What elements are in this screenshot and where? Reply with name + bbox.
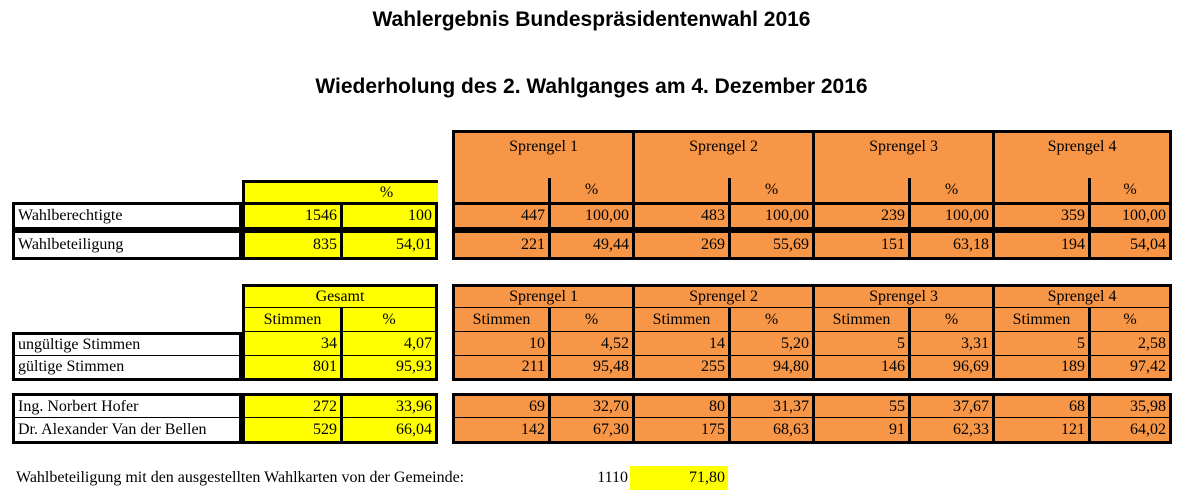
gesamt-count: 1546 (242, 202, 340, 230)
sprengel-2-percent: 31,37 (728, 393, 812, 418)
sprengel-2-count: 80 (632, 393, 728, 418)
row-label-candidate-hofer: Ing. Norbert Hofer (12, 393, 242, 418)
sprengel-1-stimmen-header: Stimmen (452, 308, 548, 332)
sprengel-4-percent: 2,58 (1088, 332, 1172, 356)
sprengel-1-percent-header: % (548, 308, 632, 332)
sprengel-3-percent: 3,31 (908, 332, 992, 356)
sprengel-3-count: 55 (812, 393, 908, 418)
sprengel-1-blank-header (452, 178, 548, 202)
gesamt-percent-header: % (242, 180, 438, 202)
sprengel-3-percent-header: % (908, 178, 992, 202)
sprengel-1-percent-header: % (548, 178, 632, 202)
sprengel-1-count: 10 (452, 332, 548, 356)
sprengel-3-percent: 100,00 (908, 202, 992, 230)
gesamt-stimmen-header: Stimmen (242, 308, 340, 332)
sprengel-header-2: Sprengel 2 (632, 130, 812, 178)
sprengel-2-percent-header: % (728, 308, 812, 332)
sprengel-header-1: Sprengel 1 (452, 284, 632, 308)
gesamt-header: Gesamt (242, 284, 438, 308)
gesamt-percent: 4,07 (340, 332, 438, 356)
page-title: Wahlergebnis Bundespräsidentenwahl 2016 (372, 8, 811, 31)
sprengel-2-percent: 55,69 (728, 230, 812, 260)
gesamt-percent: 95,93 (340, 356, 438, 381)
gesamt-percent: 66,04 (340, 418, 438, 444)
sprengel-2-count: 175 (632, 418, 728, 444)
row-label-wahlbeteiligung: Wahlbeteiligung (12, 230, 242, 260)
sprengel-4-percent: 35,98 (1088, 393, 1172, 418)
sprengel-1-count: 69 (452, 393, 548, 418)
gesamt-percent: 54,01 (340, 230, 438, 260)
sprengel-4-stimmen-header: Stimmen (992, 308, 1088, 332)
sprengel-1-percent: 4,52 (548, 332, 632, 356)
sprengel-4-percent: 64,02 (1088, 418, 1172, 444)
sprengel-3-stimmen-header: Stimmen (812, 308, 908, 332)
row-label-candidate-van-der-bellen: Dr. Alexander Van der Bellen (12, 418, 242, 444)
sprengel-3-percent: 62,33 (908, 418, 992, 444)
footer-wahlkarten-count: 1110 (597, 469, 628, 486)
footer-label: Wahlbeteiligung mit den ausgestellten Wa… (16, 469, 465, 486)
row-label-gueltige-stimmen: gültige Stimmen (12, 356, 242, 381)
sprengel-3-count: 239 (812, 202, 908, 230)
sprengel-1-percent: 32,70 (548, 393, 632, 418)
sprengel-2-percent: 94,80 (728, 356, 812, 381)
sprengel-1-percent: 67,30 (548, 418, 632, 444)
sprengel-4-percent: 100,00 (1088, 202, 1172, 230)
row-label-wahlberechtigte: Wahlberechtigte (12, 202, 242, 230)
sprengel-4-percent-header: % (1088, 308, 1172, 332)
sprengel-4-count: 5 (992, 332, 1088, 356)
sprengel-3-count: 5 (812, 332, 908, 356)
sprengel-4-count: 68 (992, 393, 1088, 418)
gesamt-count: 272 (242, 393, 340, 418)
sprengel-2-blank-header (632, 178, 728, 202)
sprengel-1-percent: 100,00 (548, 202, 632, 230)
gesamt-count: 34 (242, 332, 340, 356)
sprengel-2-percent: 100,00 (728, 202, 812, 230)
sprengel-header-3: Sprengel 3 (812, 130, 992, 178)
gesamt-count: 835 (242, 230, 340, 260)
sprengel-3-percent: 63,18 (908, 230, 992, 260)
sprengel-3-percent: 37,67 (908, 393, 992, 418)
sprengel-1-count: 142 (452, 418, 548, 444)
sprengel-4-blank-header (992, 178, 1088, 202)
sprengel-4-count: 359 (992, 202, 1088, 230)
sprengel-4-percent-header: % (1088, 178, 1172, 202)
sprengel-3-blank-header (812, 178, 908, 202)
sprengel-2-count: 14 (632, 332, 728, 356)
sprengel-3-percent-header: % (908, 308, 992, 332)
gesamt-count: 529 (242, 418, 340, 444)
page-subtitle: Wiederholung des 2. Wahlganges am 4. Dez… (315, 75, 868, 98)
sprengel-2-percent: 68,63 (728, 418, 812, 444)
sprengel-4-percent: 54,04 (1088, 230, 1172, 260)
sprengel-3-count: 146 (812, 356, 908, 381)
sprengel-1-percent: 95,48 (548, 356, 632, 381)
sprengel-header-1: Sprengel 1 (452, 130, 632, 178)
sprengel-1-count: 447 (452, 202, 548, 230)
sprengel-header-2: Sprengel 2 (632, 284, 812, 308)
sprengel-1-count: 221 (452, 230, 548, 260)
sprengel-2-stimmen-header: Stimmen (632, 308, 728, 332)
gesamt-percent: 100 (340, 202, 438, 230)
sprengel-2-count: 255 (632, 356, 728, 381)
sprengel-2-percent: 5,20 (728, 332, 812, 356)
sprengel-2-count: 483 (632, 202, 728, 230)
sprengel-3-count: 151 (812, 230, 908, 260)
gesamt-percent-header: % (340, 308, 438, 332)
gesamt-percent: 33,96 (340, 393, 438, 418)
sprengel-header-4: Sprengel 4 (992, 130, 1172, 178)
sprengel-4-percent: 97,42 (1088, 356, 1172, 381)
sprengel-header-3: Sprengel 3 (812, 284, 992, 308)
sprengel-4-count: 121 (992, 418, 1088, 444)
sprengel-4-count: 194 (992, 230, 1088, 260)
sprengel-3-count: 91 (812, 418, 908, 444)
footer-wahlkarten-percent: 71,80 (630, 466, 728, 490)
sprengel-2-count: 269 (632, 230, 728, 260)
sprengel-1-percent: 49,44 (548, 230, 632, 260)
row-label-ungueltige-stimmen: ungültige Stimmen (12, 332, 242, 356)
sprengel-1-count: 211 (452, 356, 548, 381)
gesamt-count: 801 (242, 356, 340, 381)
sprengel-3-percent: 96,69 (908, 356, 992, 381)
sprengel-2-percent-header: % (728, 178, 812, 202)
sprengel-4-count: 189 (992, 356, 1088, 381)
sprengel-header-4: Sprengel 4 (992, 284, 1172, 308)
